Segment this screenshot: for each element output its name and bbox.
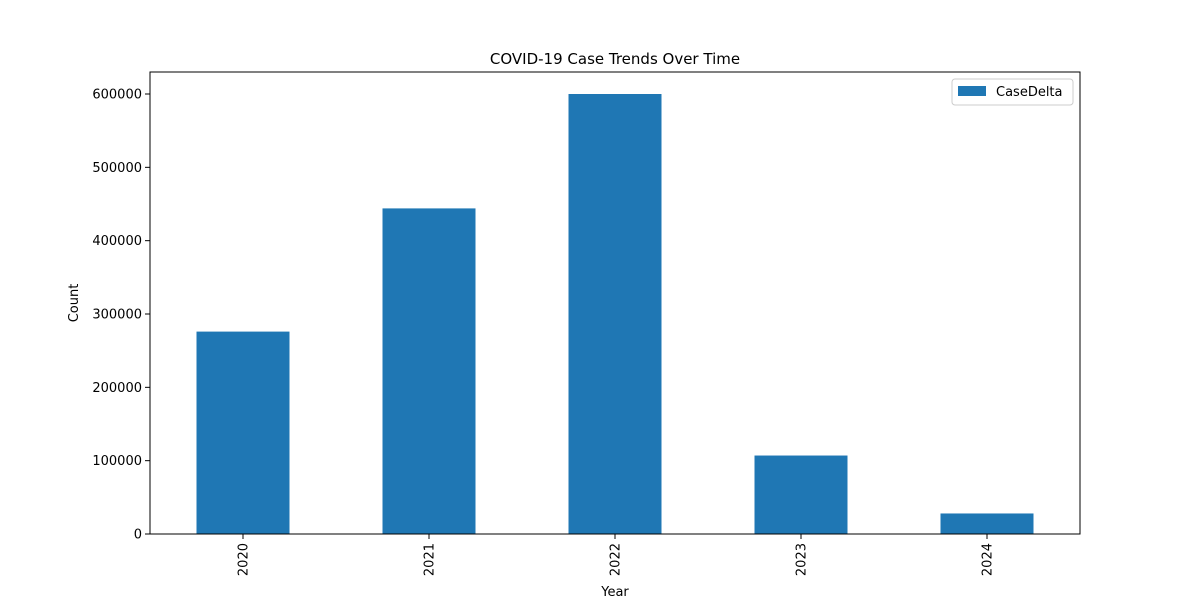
x-tick-label: 2021 — [423, 543, 438, 576]
x-tick-label: 2023 — [795, 543, 810, 576]
bar-2021 — [382, 208, 476, 534]
x-axis: 2020 2021 2022 2023 2024 — [237, 534, 996, 576]
y-tick-label: 300000 — [92, 308, 142, 323]
bar-2023 — [754, 455, 848, 534]
y-axis: 0 100000 200000 300000 400000 500000 600000 — [92, 88, 150, 543]
bar-2020 — [196, 331, 290, 534]
y-tick-label: 400000 — [92, 234, 142, 249]
legend-frame — [951, 78, 1074, 106]
x-tick-label: 2024 — [981, 543, 996, 576]
bar-2022 — [568, 94, 662, 534]
y-axis-label: Count — [67, 284, 82, 323]
x-axis-label: Year — [600, 585, 629, 600]
bars-layer — [196, 94, 1034, 534]
y-tick-label: 100000 — [92, 454, 142, 469]
chart-title: COVID-19 Case Trends Over Time — [490, 50, 740, 68]
legend: CaseDelta — [951, 78, 1074, 106]
legend-swatch — [958, 86, 986, 96]
legend-label: CaseDelta — [996, 85, 1063, 100]
y-tick-label: 500000 — [92, 161, 142, 176]
y-tick-label: 200000 — [92, 381, 142, 396]
x-tick-label: 2022 — [609, 543, 624, 576]
x-tick-label: 2020 — [237, 543, 252, 576]
y-tick-label: 0 — [134, 528, 142, 543]
bar-2024 — [940, 513, 1034, 534]
y-tick-label: 600000 — [92, 88, 142, 103]
plot-frame — [149, 71, 1081, 535]
